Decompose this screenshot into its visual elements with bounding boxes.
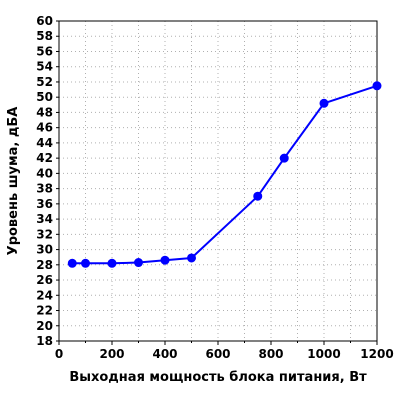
y-tick-label: 26 <box>36 273 53 287</box>
data-point <box>67 258 77 268</box>
y-tick-label: 30 <box>36 243 53 257</box>
data-point <box>160 255 170 265</box>
data-point <box>81 258 90 268</box>
y-tick-label: 58 <box>36 29 53 43</box>
y-tick-label: 60 <box>36 14 53 28</box>
y-tick-label: 24 <box>36 288 53 302</box>
data-point <box>253 191 263 201</box>
data-point <box>319 98 329 108</box>
y-tick-label: 18 <box>36 334 53 348</box>
x-tick-label: 1200 <box>360 347 393 361</box>
y-tick-label: 34 <box>36 212 53 226</box>
y-tick-label: 48 <box>36 105 53 119</box>
x-tick-label: 800 <box>258 347 283 361</box>
y-tick-label: 28 <box>36 258 53 272</box>
x-axis-title: Выходная мощность блока питания, Вт <box>69 370 367 385</box>
y-tick-label: 32 <box>36 227 53 241</box>
data-point <box>134 258 143 268</box>
y-tick-label: 52 <box>36 75 53 89</box>
y-tick-label: 42 <box>36 151 53 165</box>
x-tick-label: 200 <box>99 347 124 361</box>
y-tick-label: 54 <box>36 60 53 74</box>
data-point <box>187 253 196 263</box>
y-tick-label: 40 <box>36 166 53 180</box>
data-point <box>372 81 382 91</box>
data-point <box>107 258 117 268</box>
x-tick-label: 0 <box>55 347 63 361</box>
y-tick-label: 22 <box>36 304 53 318</box>
series <box>67 81 382 268</box>
y-tick-label: 38 <box>36 182 53 196</box>
y-tick-label: 46 <box>36 121 53 135</box>
y-tick-label: 50 <box>36 90 53 104</box>
data-point <box>279 153 289 163</box>
y-tick-label: 36 <box>36 197 53 211</box>
y-tick-label: 20 <box>36 319 53 333</box>
y-tick-label: 44 <box>36 136 53 150</box>
series-line <box>72 84 378 265</box>
y-axis-title: Уровень шума, дБА <box>6 107 21 256</box>
grid <box>59 21 377 341</box>
y-tick-label: 56 <box>36 44 53 58</box>
x-tick-label: 400 <box>152 347 177 361</box>
x-tick-label: 1000 <box>307 347 340 361</box>
x-tick-label: 600 <box>205 347 230 361</box>
